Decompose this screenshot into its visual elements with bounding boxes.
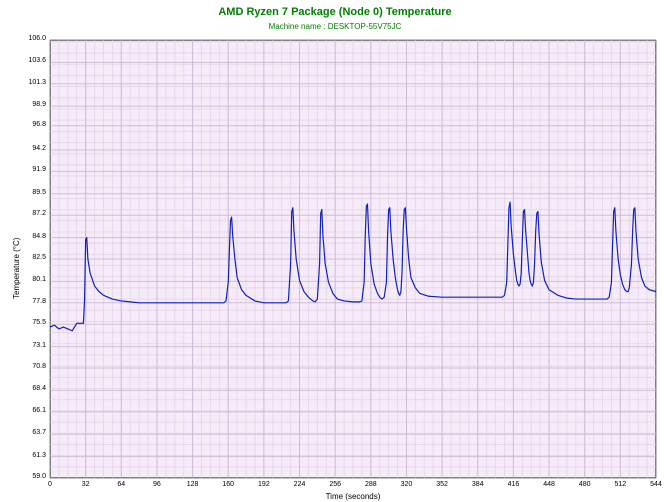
y-tick-label: 70.8	[32, 363, 46, 370]
y-tick-label: 75.5	[32, 319, 46, 326]
x-tick-label: 128	[183, 481, 203, 488]
y-tick-label: 96.8	[32, 121, 46, 128]
x-tick-label: 544	[646, 481, 666, 488]
y-tick-label: 98.9	[32, 101, 46, 108]
y-tick-label: 77.8	[32, 298, 46, 305]
y-tick-label: 91.9	[32, 166, 46, 173]
x-tick-label: 416	[503, 481, 523, 488]
y-tick-label: 80.1	[32, 276, 46, 283]
x-tick-label: 320	[396, 481, 416, 488]
y-tick-label: 89.5	[32, 189, 46, 196]
x-tick-label: 480	[575, 481, 595, 488]
y-tick-label: 61.3	[32, 452, 46, 459]
x-tick-label: 224	[290, 481, 310, 488]
x-axis-title: Time (seconds)	[50, 492, 656, 501]
x-tick-label: 0	[40, 481, 60, 488]
x-tick-label: 384	[468, 481, 488, 488]
y-tick-label: 106.0	[28, 35, 46, 42]
y-tick-label: 68.4	[32, 385, 46, 392]
x-tick-label: 256	[325, 481, 345, 488]
x-tick-label: 512	[610, 481, 630, 488]
chart-svg	[0, 0, 670, 502]
x-tick-label: 192	[254, 481, 274, 488]
x-tick-label: 96	[147, 481, 167, 488]
y-tick-label: 84.8	[32, 233, 46, 240]
x-tick-label: 288	[361, 481, 381, 488]
chart-container: AMD Ryzen 7 Package (Node 0) Temperature…	[0, 0, 670, 502]
y-tick-label: 66.1	[32, 407, 46, 414]
x-tick-label: 64	[111, 481, 131, 488]
y-tick-label: 101.3	[28, 79, 46, 86]
x-tick-label: 160	[218, 481, 238, 488]
y-axis-title: Temperature (°C)	[12, 238, 21, 299]
y-tick-label: 82.5	[32, 254, 46, 261]
x-tick-label: 448	[539, 481, 559, 488]
y-tick-label: 87.2	[32, 210, 46, 217]
y-tick-label: 63.7	[32, 429, 46, 436]
y-tick-label: 103.6	[28, 57, 46, 64]
y-tick-label: 94.2	[32, 145, 46, 152]
x-tick-label: 32	[76, 481, 96, 488]
y-tick-label: 73.1	[32, 342, 46, 349]
y-tick-label: 59.0	[32, 473, 46, 480]
x-tick-label: 352	[432, 481, 452, 488]
